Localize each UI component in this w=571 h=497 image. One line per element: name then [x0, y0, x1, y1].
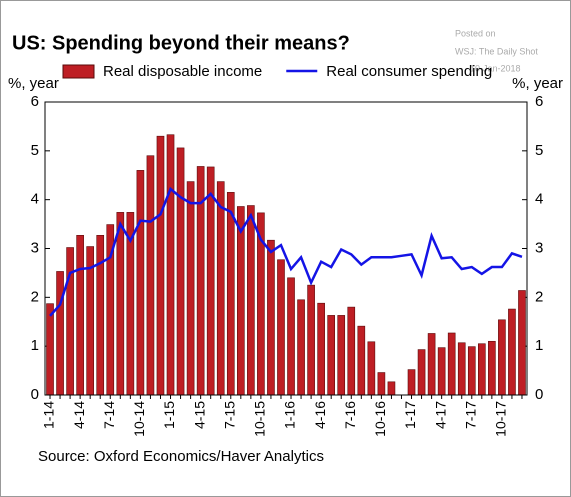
- bar: [76, 235, 84, 396]
- bar: [337, 315, 346, 396]
- bar: [317, 302, 325, 396]
- bar: [216, 181, 225, 396]
- bar: [206, 166, 215, 396]
- y-tick-label: 4: [31, 191, 39, 208]
- bar: [508, 308, 516, 396]
- bar: [287, 277, 295, 396]
- legend-swatch: [62, 64, 95, 79]
- x-tick-label: 10-17: [493, 401, 509, 437]
- watermark: 10-Jan-2018: [470, 63, 521, 73]
- x-tick-label: 1-17: [402, 401, 418, 429]
- bar: [357, 325, 366, 396]
- x-tick-label: 7-16: [342, 401, 358, 429]
- bar: [236, 206, 245, 396]
- y2-tick-label: 3: [535, 239, 543, 256]
- bar: [176, 147, 185, 396]
- bar: [467, 346, 476, 396]
- line: [49, 186, 523, 317]
- bar: [417, 349, 426, 396]
- bar: [267, 239, 275, 396]
- bar: [457, 342, 466, 396]
- x-tick-label: 4-17: [432, 401, 448, 429]
- y2-tick-label: 1: [535, 337, 543, 354]
- y-tick-label: 5: [31, 142, 39, 159]
- bar: [427, 333, 436, 396]
- watermark: WSJ: The Daily Shot: [455, 46, 538, 56]
- x-tick-label: 10-15: [252, 401, 268, 437]
- y2-tick-label: 4: [535, 191, 543, 208]
- bar: [477, 343, 486, 396]
- x-tick-label: 7-14: [101, 401, 117, 429]
- bar: [156, 135, 165, 396]
- bar: [327, 315, 336, 396]
- bar: [367, 341, 376, 396]
- y2-axis-label: %, year: [512, 75, 563, 92]
- x-tick-label: 1-14: [41, 401, 57, 429]
- bar: [186, 181, 195, 396]
- x-tick-label: 4-15: [191, 401, 207, 429]
- x-tick-label: 1-16: [282, 401, 298, 429]
- legend-label: Real consumer spending: [326, 63, 492, 80]
- bar: [146, 155, 155, 396]
- y2-tick-label: 0: [535, 386, 543, 403]
- x-tick-label: 4-16: [312, 401, 328, 429]
- y-axis-label: %, year: [8, 75, 59, 92]
- bar: [166, 134, 175, 396]
- x-tick-label: 7-17: [462, 401, 478, 429]
- x-tick-label: 7-15: [221, 401, 237, 429]
- bar: [518, 290, 526, 396]
- bar: [488, 340, 496, 396]
- legend-label: Real disposable income: [103, 63, 262, 80]
- bar: [307, 284, 315, 396]
- bar: [437, 347, 446, 396]
- plot-frame: [44, 101, 528, 396]
- y-tick-label: 2: [31, 288, 39, 305]
- watermark: Posted on: [455, 28, 496, 38]
- chart-title: US: Spending beyond their means?: [12, 32, 350, 54]
- bar: [96, 235, 105, 396]
- bar: [498, 319, 506, 396]
- source: Source: Oxford Economics/Haver Analytics: [38, 448, 324, 465]
- y-tick-label: 0: [31, 386, 39, 403]
- x-tick-label: 4-14: [71, 401, 87, 429]
- bar: [46, 303, 54, 396]
- bar: [387, 381, 396, 396]
- bar: [447, 332, 456, 396]
- bar: [377, 372, 386, 396]
- bar: [226, 192, 235, 396]
- x-tick-label: 1-15: [161, 401, 177, 429]
- bar: [66, 247, 74, 396]
- bar: [277, 259, 285, 396]
- y2-tick-label: 6: [535, 93, 543, 110]
- bar: [247, 205, 255, 396]
- x-tick-label: 10-16: [372, 401, 388, 437]
- y-tick-label: 3: [31, 239, 39, 256]
- bar: [297, 299, 305, 396]
- bar: [56, 271, 64, 396]
- y-tick-label: 1: [31, 337, 39, 354]
- bar: [136, 170, 145, 396]
- y-tick-label: 6: [31, 93, 39, 110]
- bar: [407, 369, 416, 396]
- y2-tick-label: 2: [535, 288, 543, 305]
- bar: [116, 212, 125, 396]
- bar: [347, 306, 356, 396]
- x-tick-label: 10-14: [131, 401, 147, 437]
- y2-tick-label: 5: [535, 142, 543, 159]
